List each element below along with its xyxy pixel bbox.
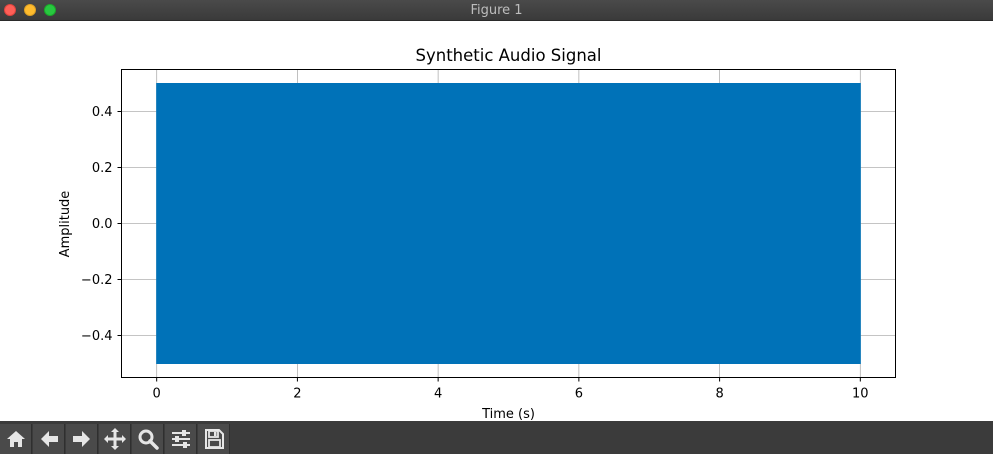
axis-ticks: 0 2 4 6 8 10 −0.4 −0.2 0.0 0.2 0.4	[81, 105, 869, 402]
forward-button[interactable]	[66, 424, 98, 454]
signal-waveform	[156, 83, 861, 364]
zoom-window-button[interactable]	[44, 4, 56, 16]
configure-subplots-button[interactable]	[165, 424, 197, 454]
x-tick-label: 0	[153, 387, 161, 402]
back-button[interactable]	[33, 424, 65, 454]
title-bar: Figure 1	[0, 0, 993, 21]
x-axis-label: Time (s)	[481, 407, 535, 421]
zoom-button[interactable]	[132, 424, 164, 454]
chart-title: Synthetic Audio Signal	[416, 46, 602, 65]
x-tick-label: 4	[434, 387, 442, 402]
y-tick-label: 0.0	[92, 217, 113, 232]
x-tick-label: 8	[715, 387, 723, 402]
pan-icon	[103, 428, 126, 450]
y-tick-label: −0.4	[81, 329, 113, 344]
pan-button[interactable]	[99, 424, 131, 454]
y-tick-label: 0.2	[92, 161, 113, 176]
y-tick-label: −0.2	[81, 273, 113, 288]
configure-subplots-icon	[171, 430, 190, 448]
y-axis-label: Amplitude	[58, 191, 73, 258]
navigation-toolbar	[0, 421, 993, 454]
x-tick-label: 2	[293, 387, 301, 402]
back-arrow-icon	[40, 431, 58, 447]
save-icon	[204, 429, 224, 449]
forward-arrow-icon	[72, 431, 90, 447]
close-window-button[interactable]	[4, 4, 16, 16]
window-title: Figure 1	[470, 3, 523, 18]
x-tick-label: 6	[575, 387, 583, 402]
x-tick-label: 10	[852, 387, 869, 402]
plot-data	[156, 83, 861, 364]
zoom-icon	[138, 429, 159, 450]
y-tick-label: 0.4	[92, 105, 113, 120]
home-button[interactable]	[0, 424, 32, 454]
figure-canvas: Synthetic Audio Signal 0 2 4 6 8 10 −0.4 −0.2 0.…	[0, 21, 993, 422]
minimize-window-button[interactable]	[24, 4, 36, 16]
chart: Synthetic Audio Signal 0 2 4 6 8 10 −0.4 −0.2 0.…	[58, 46, 896, 422]
save-button[interactable]	[198, 424, 230, 454]
home-icon	[6, 431, 25, 447]
